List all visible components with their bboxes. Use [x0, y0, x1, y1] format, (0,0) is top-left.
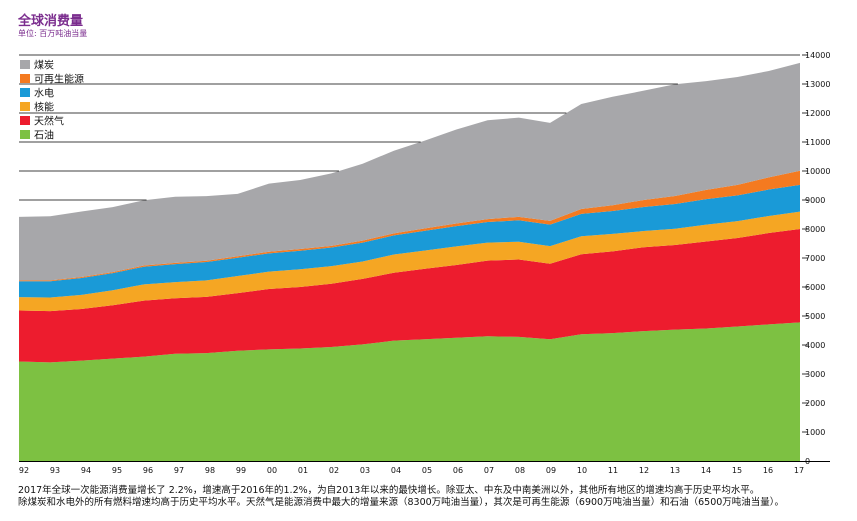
x-tick-label-1: 93: [50, 466, 60, 475]
x-tick-label-3: 95: [112, 466, 122, 475]
x-tick-label-24: 16: [763, 466, 773, 475]
x-tick-label-25: 17: [794, 466, 804, 475]
y-tick-label-12: 12000: [805, 109, 830, 118]
legend-swatch-4: [20, 116, 30, 125]
x-tick-label-11: 03: [360, 466, 370, 475]
area-series-5: [19, 62, 800, 281]
legend-swatch-5: [20, 130, 30, 139]
y-tick-label-3: 3000: [805, 370, 825, 379]
chart-subtitle: 单位: 百万吨油当量: [18, 29, 88, 38]
caption-line-1: 2017年全球一次能源消费量增长了 2.2%，增速高于2016年的1.2%，为自…: [18, 485, 760, 496]
y-tick-label-10: 10000: [805, 167, 830, 176]
x-tick-label-0: 92: [19, 466, 29, 475]
x-tick-label-19: 11: [608, 466, 618, 475]
x-tick-label-6: 98: [205, 466, 215, 475]
x-tick-label-15: 07: [484, 466, 494, 475]
x-tick-label-5: 97: [174, 466, 184, 475]
legend-label-1: 可再生能源: [34, 73, 84, 86]
x-tick-label-10: 02: [329, 466, 339, 475]
x-tick-label-7: 99: [236, 466, 246, 475]
legend-label-5: 石油: [34, 129, 54, 142]
x-tick-label-13: 05: [422, 466, 432, 475]
x-tick-label-20: 12: [639, 466, 649, 475]
legend-swatch-3: [20, 102, 30, 111]
area-series-1: [19, 229, 800, 363]
chart-caption: 2017年全球一次能源消费量增长了 2.2%，增速高于2016年的1.2%，为自…: [18, 485, 848, 509]
x-tick-label-21: 13: [670, 466, 680, 475]
legend-swatch-1: [20, 74, 30, 83]
x-tick-label-18: 10: [577, 466, 587, 475]
y-tick-label-1: 1000: [805, 428, 825, 437]
y-tick-label-14: 14000: [805, 51, 830, 60]
x-tick-label-2: 94: [81, 466, 91, 475]
legend-label-4: 天然气: [34, 115, 64, 128]
y-tick-label-2: 2000: [805, 399, 825, 408]
x-tick-label-16: 08: [515, 466, 525, 475]
y-tick-label-7: 7000: [805, 254, 825, 263]
x-tick-label-9: 01: [298, 466, 308, 475]
area-series-2: [19, 211, 800, 312]
legend-swatch-2: [20, 88, 30, 97]
legend-label-0: 煤炭: [34, 59, 54, 72]
chart-title: 全球消费量: [18, 14, 84, 29]
x-tick-label-8: 00: [267, 466, 277, 475]
legend-label-2: 水电: [34, 87, 54, 100]
y-tick-label-9: 9000: [805, 196, 825, 205]
x-tick-label-22: 14: [701, 466, 711, 475]
x-tick-label-12: 04: [391, 466, 401, 475]
y-tick-label-4: 4000: [805, 341, 825, 350]
legend-swatch-0: [20, 60, 30, 69]
y-tick-label-8: 8000: [805, 225, 825, 234]
y-tick-label-11: 11000: [805, 138, 830, 147]
area-series-0: [19, 322, 800, 461]
caption-line-2: 除煤炭和水电外的所有燃料增速均高于历史平均水平。天然气是能源消费中最大的增量来源…: [18, 497, 785, 508]
stacked-area-chart: 0100020003000400050006000700080009000100…: [19, 51, 831, 475]
legend-label-3: 核能: [34, 101, 54, 114]
y-tick-label-13: 13000: [805, 80, 830, 89]
x-tick-label-4: 96: [143, 466, 153, 475]
x-tick-label-14: 06: [453, 466, 463, 475]
x-tick-label-23: 15: [732, 466, 742, 475]
y-tick-label-6: 6000: [805, 283, 825, 292]
x-tick-label-17: 09: [546, 466, 556, 475]
y-tick-label-5: 5000: [805, 312, 825, 321]
area-series-3: [19, 184, 800, 298]
